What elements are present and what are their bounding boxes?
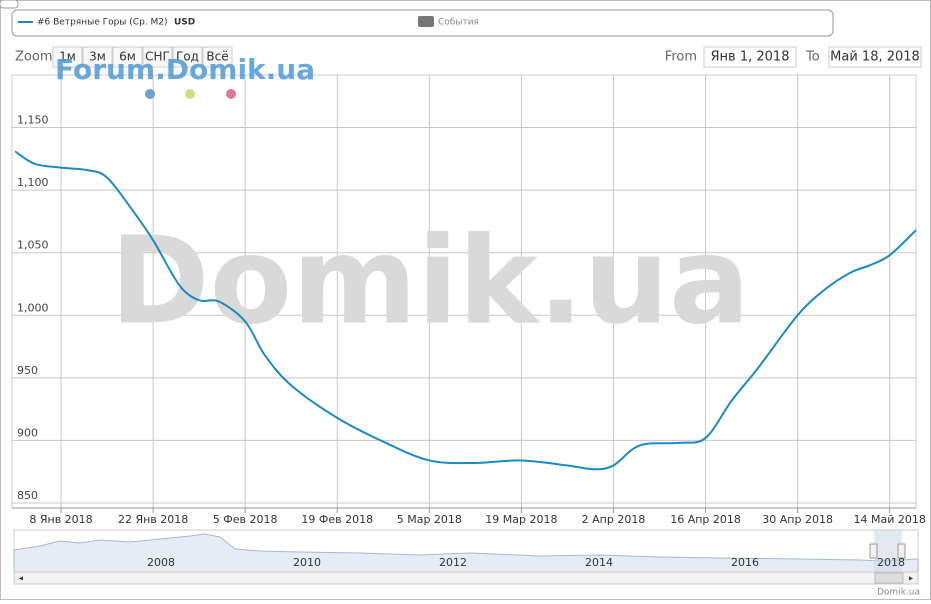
x-tick-label: 2 Апр 2018 (582, 513, 646, 526)
dot (145, 89, 155, 99)
navigator-year: 2010 (293, 556, 321, 569)
handle[interactable] (897, 543, 906, 559)
zoom-button-label[interactable]: 3м (89, 50, 106, 64)
dot (185, 89, 195, 99)
zoom-button-label[interactable]: Год (176, 50, 199, 64)
legend-unit: USD (174, 18, 195, 28)
zoom-button[interactable] (142, 46, 173, 68)
series-line (14, 150, 917, 471)
zoom-button[interactable] (82, 46, 113, 68)
to-label: To (805, 50, 820, 65)
navigator-year: 2016 (731, 556, 759, 569)
zoom-button[interactable] (202, 46, 233, 68)
y-tick-label: 1,000 (17, 301, 49, 314)
x-tick-label: 22 Янв 2018 (118, 513, 188, 526)
from-value[interactable]: Янв 1, 2018 (711, 50, 790, 65)
navigator-year: 2012 (439, 556, 467, 569)
handle[interactable] (869, 543, 878, 559)
legend-series[interactable]: #6 Ветряные Горы (Ср. М2) (37, 18, 168, 28)
credit[interactable]: Domik.ua (877, 588, 920, 598)
zoom-button-label[interactable]: 1м (59, 50, 76, 64)
zoom-button[interactable] (52, 46, 83, 68)
to-input[interactable] (828, 46, 922, 68)
x-tick-label: 8 Янв 2018 (29, 513, 92, 526)
y-tick-label: 1,100 (17, 176, 49, 189)
y-tick-label: 950 (17, 364, 38, 377)
scrollbar[interactable] (13, 571, 919, 585)
legend-events[interactable]: События (438, 18, 479, 28)
to-value[interactable]: Май 18, 2018 (830, 50, 920, 65)
from-input[interactable] (703, 46, 797, 68)
y-tick-label: 850 (17, 489, 38, 502)
x-tick-label: 16 Апр 2018 (670, 513, 741, 526)
x-tick-label: 30 Апр 2018 (762, 513, 833, 526)
y-tick-label: 1,050 (17, 239, 49, 252)
navigator-year: 2008 (147, 556, 175, 569)
x-tick-label: 14 Май 2018 (854, 513, 926, 526)
forum-watermark: Forum.Domik.ua (55, 53, 315, 86)
corner-handle (0, 0, 19, 9)
zoom-button[interactable] (172, 46, 203, 68)
x-tick-label: 5 Мар 2018 (397, 513, 462, 526)
from-label: From (665, 50, 697, 65)
x-tick-label: 5 Фев 2018 (213, 513, 278, 526)
x-tick-label: 19 Фев 2018 (301, 513, 373, 526)
y-tick-label: 900 (17, 426, 38, 439)
scroll-left[interactable]: ◂ (19, 574, 23, 583)
zoom-button-label[interactable]: 6м (119, 50, 136, 64)
navigator-range[interactable] (874, 530, 902, 572)
zoom-button-label[interactable]: Всё (206, 50, 228, 64)
dot (226, 89, 236, 99)
navigator-year: 2014 (585, 556, 613, 569)
x-tick-label: 19 Мар 2018 (485, 513, 557, 526)
navigator-year: 2018 (877, 556, 905, 569)
zoom-button[interactable] (112, 46, 143, 68)
zoom-label: Zoom (15, 50, 52, 65)
y-tick-label: 1,150 (17, 114, 49, 127)
scrollbar-thumb[interactable] (874, 572, 904, 584)
scroll-right[interactable]: ▸ (909, 574, 913, 583)
zoom-button-label[interactable]: СНГ (145, 50, 170, 64)
events-icon[interactable] (418, 16, 434, 27)
watermark: Domik.ua (110, 213, 750, 352)
